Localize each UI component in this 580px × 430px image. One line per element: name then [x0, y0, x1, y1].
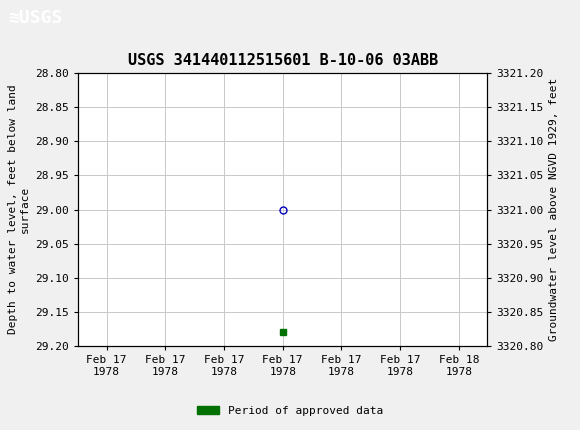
Y-axis label: Depth to water level, feet below land
surface: Depth to water level, feet below land su… [8, 85, 30, 335]
Text: ≋USGS: ≋USGS [9, 9, 63, 27]
Y-axis label: Groundwater level above NGVD 1929, feet: Groundwater level above NGVD 1929, feet [549, 78, 559, 341]
Legend: Period of approved data: Period of approved data [193, 401, 387, 420]
Title: USGS 341440112515601 B-10-06 03ABB: USGS 341440112515601 B-10-06 03ABB [128, 53, 438, 68]
